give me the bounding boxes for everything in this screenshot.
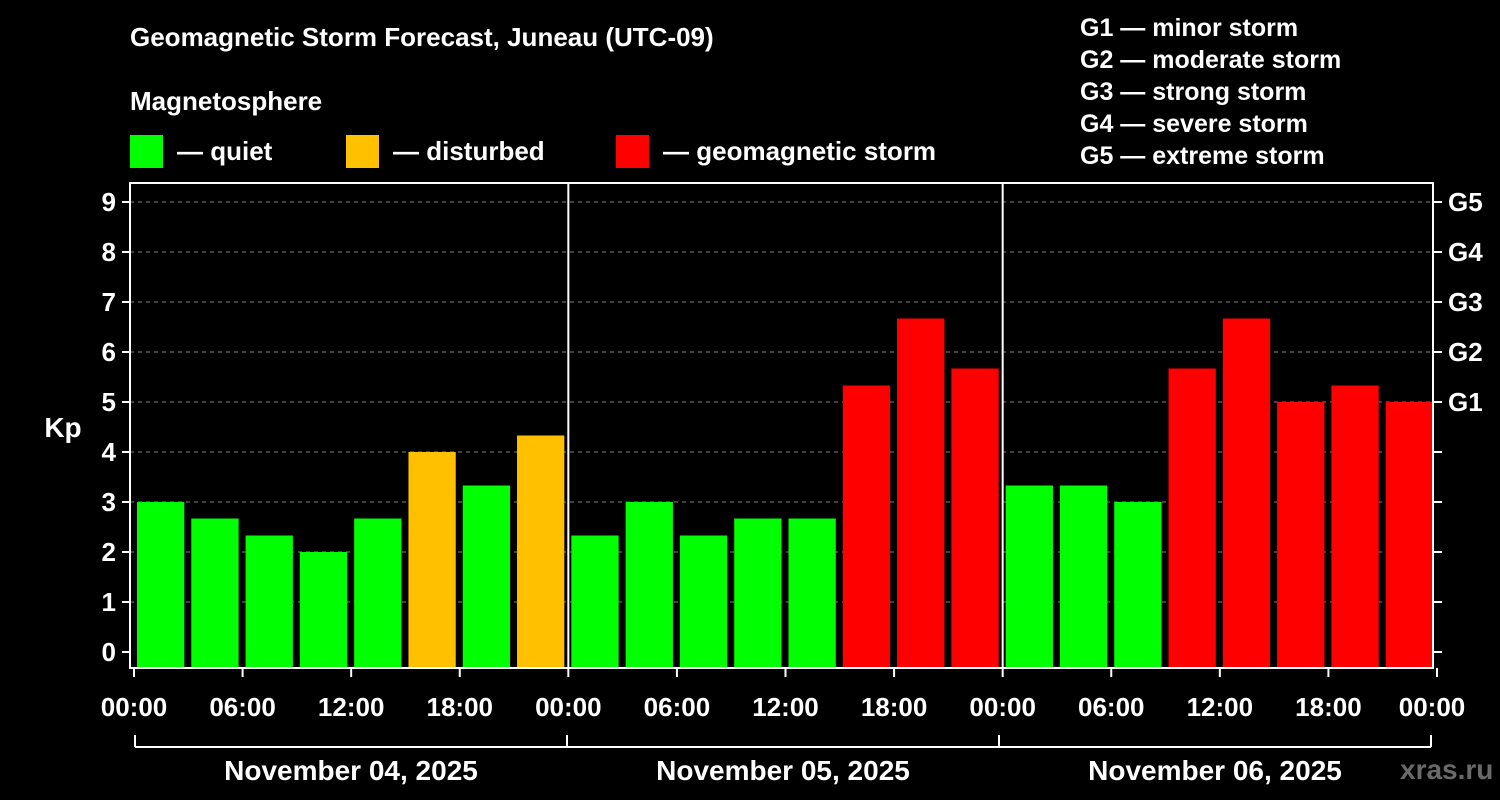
plot-frame (129, 182, 1434, 669)
kp-bar (1385, 402, 1433, 668)
x-tick-label: 00:00 (535, 692, 602, 722)
y-tick-label: 2 (102, 537, 116, 567)
kp-bar (1277, 402, 1325, 668)
y-tick-label: 9 (102, 187, 116, 217)
legend-quiet: — quiet (130, 134, 272, 168)
storm-scale-g3: G3 — strong storm (1080, 78, 1307, 106)
kp-bar (462, 485, 511, 668)
legend-storm-label: — geomagnetic storm (663, 135, 937, 166)
kp-bar (571, 535, 619, 668)
kp-bar (625, 502, 673, 668)
g-level-label: G3 (1448, 287, 1483, 317)
kp-bar (1331, 385, 1379, 668)
y-tick-label: 0 (102, 637, 116, 667)
kp-bar (734, 518, 782, 668)
g-level-label: G4 (1448, 237, 1483, 267)
kp-bar (245, 535, 293, 668)
kp-bar (788, 518, 836, 668)
x-tick-label: 00:00 (969, 692, 1036, 722)
legend-quiet-label: — quiet (177, 135, 273, 166)
x-tick-label: 18:00 (861, 692, 928, 722)
day-label: November 06, 2025 (1088, 755, 1342, 786)
legend-storm-swatch (616, 134, 649, 168)
y-tick-label: 6 (102, 337, 116, 367)
x-tick-label: 06:00 (1078, 692, 1145, 722)
storm-scale-list: G1 — minor storm G2 — moderate storm G3 … (1080, 12, 1341, 172)
x-tick-label: 12:00 (318, 692, 385, 722)
legend-quiet-swatch (130, 134, 163, 168)
kp-bar (408, 452, 456, 668)
g-level-label: G5 (1448, 187, 1483, 217)
chart-title: Geomagnetic Storm Forecast, Juneau (UTC-… (130, 22, 714, 52)
kp-bar (1168, 368, 1216, 668)
kp-bar (679, 535, 728, 668)
kp-bar (951, 368, 999, 668)
kp-bar (842, 385, 891, 668)
y-axis-label: Kp (44, 412, 81, 443)
y-tick-label: 7 (102, 287, 116, 317)
legend-title: Magnetosphere (130, 86, 323, 116)
y-tick-label: 1 (102, 587, 116, 617)
storm-scale-g5: G5 — extreme storm (1080, 142, 1325, 170)
legend-disturbed: — disturbed (346, 134, 545, 168)
x-tick-label: 12:00 (1187, 692, 1254, 722)
watermark: xras.ru (1400, 754, 1494, 785)
storm-scale-g1: G1 — minor storm (1080, 14, 1299, 42)
kp-bar (1114, 502, 1162, 668)
g-level-label: G1 (1448, 387, 1483, 417)
day-label: November 05, 2025 (656, 755, 910, 786)
kp-bar (1059, 485, 1108, 668)
legend-disturbed-swatch (346, 134, 379, 168)
x-tick-label: 18:00 (427, 692, 494, 722)
kp-bar (137, 502, 185, 668)
storm-scale-g4: G4 — severe storm (1080, 110, 1308, 138)
x-tick-label: 00:00 (1399, 692, 1466, 722)
g-level-label: G2 (1448, 337, 1483, 367)
legend-storm: — geomagnetic storm (616, 134, 936, 168)
y-tick-label: 4 (102, 437, 117, 467)
day-label: November 04, 2025 (224, 755, 478, 786)
kp-bar (1222, 318, 1271, 668)
kp-bar (1005, 485, 1053, 668)
kp-bar (191, 518, 239, 668)
x-tick-label: 06:00 (644, 692, 711, 722)
x-tick-label: 06:00 (209, 692, 276, 722)
legend-disturbed-label: — disturbed (393, 135, 545, 166)
kp-bar (517, 435, 565, 668)
x-tick-label: 12:00 (752, 692, 819, 722)
x-tick-label: 00:00 (101, 692, 168, 722)
x-tick-label: 18:00 (1295, 692, 1362, 722)
y-tick-label: 3 (102, 487, 116, 517)
kp-bar (299, 552, 348, 668)
kp-bar (897, 318, 945, 668)
kp-bar (354, 518, 402, 668)
y-tick-label: 5 (102, 387, 116, 417)
y-tick-label: 8 (102, 237, 116, 267)
storm-scale-g2: G2 — moderate storm (1080, 46, 1342, 74)
